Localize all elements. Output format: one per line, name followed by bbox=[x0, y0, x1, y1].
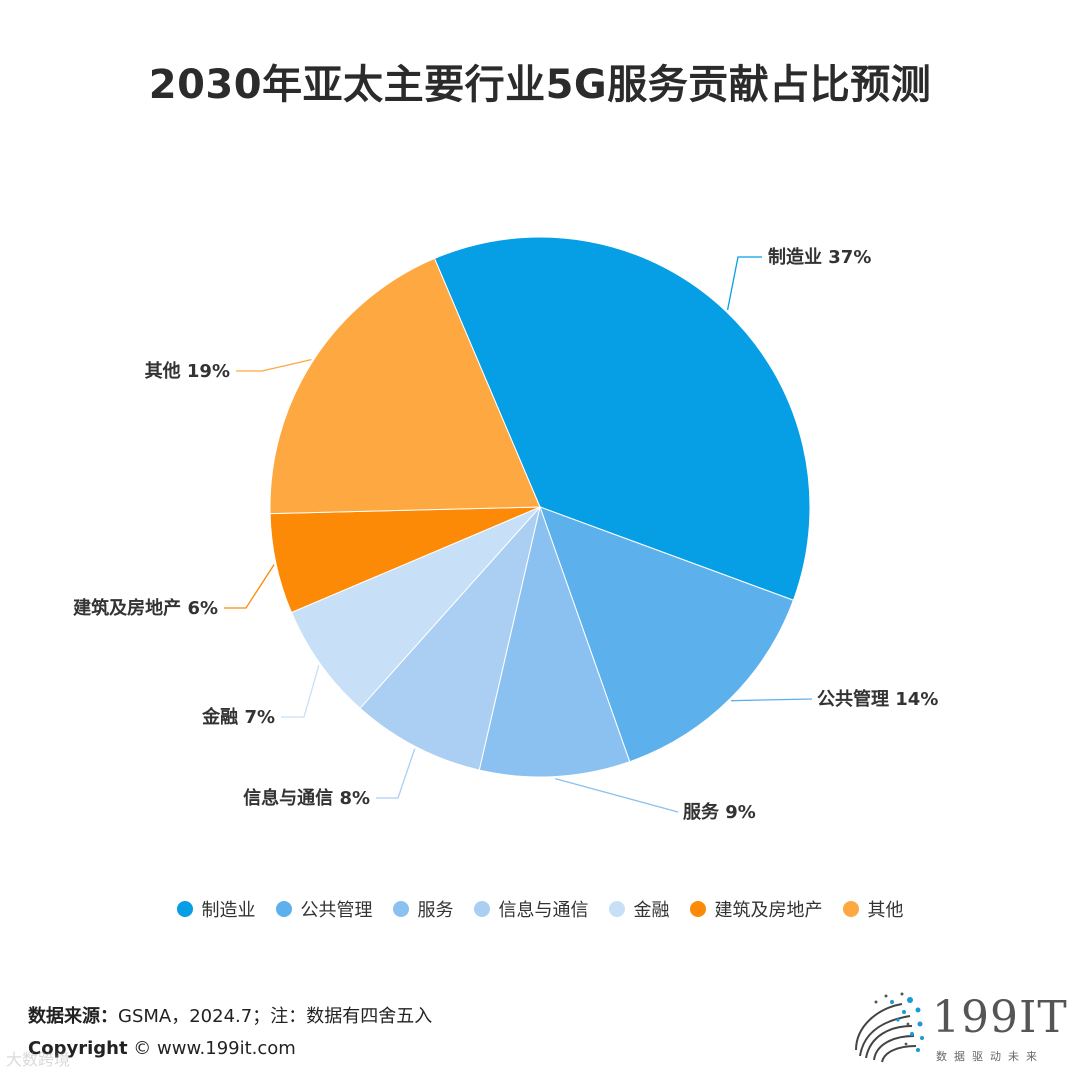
pie-slice bbox=[269, 257, 541, 515]
logo-tagline: 数据驱动未来 bbox=[936, 1050, 1044, 1063]
legend-label: 信息与通信 bbox=[498, 900, 589, 921]
brand-logo: 199IT 数据驱动未来 bbox=[846, 990, 1067, 1066]
legend-swatch bbox=[842, 901, 859, 917]
source-text: GSMA，2024.7；注：数据有四舍五入 bbox=[118, 1006, 433, 1027]
leader-line bbox=[726, 256, 762, 311]
logo-name: 199IT bbox=[932, 992, 1068, 1043]
pie-slice bbox=[433, 236, 811, 601]
copyright-label: Copyright bbox=[28, 1038, 128, 1059]
pie-slice bbox=[359, 506, 541, 771]
legend-swatch bbox=[608, 901, 625, 917]
pie-slice bbox=[290, 506, 541, 709]
chart-title: 2030年亚太主要行业5G服务贡献占比预测 bbox=[148, 62, 932, 108]
pie-slice bbox=[478, 505, 631, 778]
legend-label: 制造业 bbox=[201, 900, 256, 921]
slice-label: 金融 7% bbox=[201, 706, 275, 728]
copyright-text: © www.199it.com bbox=[133, 1038, 296, 1059]
leader-line bbox=[281, 665, 320, 718]
legend-item: 服务 bbox=[392, 896, 454, 922]
slice-label: 制造业 37% bbox=[768, 246, 871, 268]
watermark: 大数跨境 bbox=[6, 1050, 71, 1069]
legend-item: 信息与通信 bbox=[473, 896, 589, 922]
leader-line bbox=[236, 359, 312, 372]
legend-item: 金融 bbox=[608, 896, 670, 922]
legend-swatch bbox=[275, 901, 292, 917]
source-note: 数据来源：GSMA，2024.7；注：数据有四舍五入 bbox=[28, 1002, 432, 1028]
legend-item: 制造业 bbox=[176, 896, 256, 922]
leader-line bbox=[224, 564, 275, 609]
legend-swatch bbox=[176, 901, 193, 917]
legend-item: 公共管理 bbox=[275, 896, 373, 922]
logo-dots-icon bbox=[855, 992, 924, 1063]
legend: 制造业 公共管理 服务 信息与通信 金融 建筑及房地产 其他 bbox=[0, 896, 1080, 922]
legend-swatch bbox=[689, 901, 706, 917]
pie-slice bbox=[539, 506, 795, 763]
leader-line bbox=[555, 777, 679, 813]
slice-label: 公共管理 14% bbox=[817, 688, 938, 710]
slice-label: 服务 9% bbox=[683, 801, 756, 823]
legend-label: 公共管理 bbox=[300, 900, 373, 921]
legend-swatch bbox=[473, 901, 490, 917]
leader-line bbox=[376, 748, 416, 799]
slice-label: 信息与通信 8% bbox=[243, 787, 370, 809]
slice-label: 其他 19% bbox=[145, 360, 230, 382]
legend-swatch bbox=[392, 901, 409, 917]
slice-label: 建筑及房地产 6% bbox=[73, 597, 218, 619]
legend-label: 金融 bbox=[633, 900, 670, 921]
legend-item: 建筑及房地产 bbox=[689, 896, 823, 922]
legend-item: 其他 bbox=[842, 896, 904, 922]
legend-label: 服务 bbox=[417, 900, 454, 921]
legend-label: 建筑及房地产 bbox=[714, 900, 823, 921]
leader-line bbox=[730, 698, 813, 702]
legend-label: 其他 bbox=[867, 900, 904, 921]
source-label: 数据来源： bbox=[28, 1006, 118, 1027]
copyright-note: Copyright © www.199it.com bbox=[28, 1038, 296, 1059]
